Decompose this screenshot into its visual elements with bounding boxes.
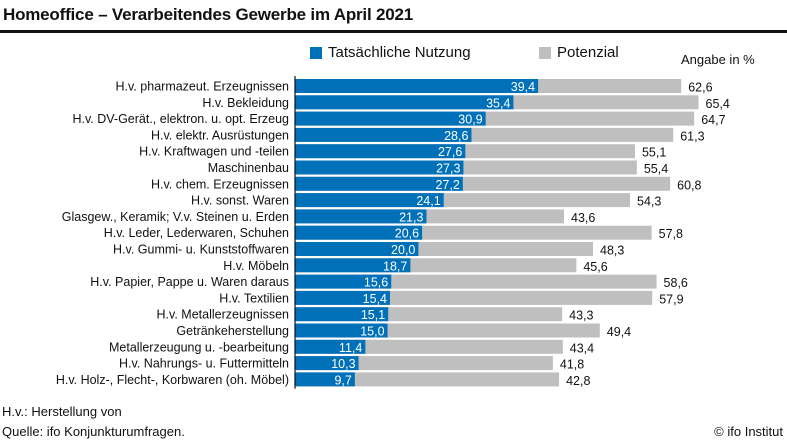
potential-bar [295,372,560,387]
potential-value-label: 55,1 [642,146,666,160]
actual-bar [295,127,472,142]
category-label: H.v. DV-Gerät., elektron. u. opt. Erzeug [72,112,289,126]
potential-value-label: 41,8 [560,358,584,372]
category-label: H.v. Bekleidung [202,96,289,110]
actual-bar [295,323,388,338]
potential-value-label: 61,3 [680,129,704,143]
actual-value-label: 20,6 [395,227,419,241]
footnote-source: Quelle: ifo Konjunkturumfragen. [2,424,185,439]
category-label: H.v. Kraftwagen und -teilen [139,145,289,159]
actual-value-label: 20,0 [391,243,415,257]
actual-bar [295,339,366,354]
actual-value-label: 39,4 [511,80,535,94]
actual-value-label: 9,7 [334,373,351,387]
footnote-abbreviation: H.v.: Herstellung von [2,404,122,419]
potential-value-label: 43,6 [571,211,595,225]
actual-bar [295,307,389,322]
actual-bar [295,193,444,208]
potential-value-label: 42,8 [566,374,590,388]
category-label: H.v. elektr. Ausrüstungen [151,128,289,142]
actual-value-label: 35,4 [486,96,510,110]
category-label: H.v. chem. Erzeugnissen [151,177,289,191]
category-label: H.v. Metallerzeugnissen [157,308,290,322]
category-label: H.v. Möbeln [223,259,289,273]
actual-value-label: 15,6 [364,276,388,290]
potential-value-label: 43,4 [570,341,594,355]
actual-bar [295,372,355,387]
category-label: Glasgew., Keramik; V.v. Steinen u. Erden [62,210,289,224]
potential-value-label: 45,6 [583,260,607,274]
actual-value-label: 10,3 [331,357,355,371]
potential-value-label: 65,4 [706,97,730,111]
unit-label: Angabe in % [681,52,755,67]
actual-value-label: 15,4 [363,292,387,306]
actual-value-label: 15,0 [360,325,384,339]
actual-value-label: 27,6 [438,145,462,159]
actual-bar [295,290,391,305]
legend-swatch-potential [539,46,551,59]
copyright: © ifo Institut [714,424,783,439]
legend-item-potential: Potenzial [539,44,619,61]
category-label: Getränkeherstellung [176,324,289,338]
actual-bar [295,144,466,159]
category-label: Maschinenbau [208,161,289,175]
actual-bar [295,111,486,126]
category-label: H.v. Textilien [219,291,289,305]
potential-value-label: 48,3 [600,244,624,258]
potential-value-label: 57,8 [659,227,683,241]
legend-item-actual: Tatsächliche Nutzung [310,44,471,61]
potential-value-label: 55,4 [644,162,668,176]
category-label: H.v. Nahrungs- u. Futtermitteln [119,357,289,371]
actual-bar [295,160,464,175]
legend-label-potential: Potenzial [557,44,619,61]
category-label: H.v. pharmazeut. Erzeugnissen [116,80,290,94]
legend-swatch-actual [310,46,322,59]
category-label: H.v. sonst. Waren [191,194,289,208]
actual-bar [295,258,411,273]
actual-value-label: 28,6 [444,129,468,143]
actual-value-label: 24,1 [416,194,440,208]
legend-label-actual: Tatsächliche Nutzung [328,44,471,61]
actual-value-label: 18,7 [383,259,407,273]
actual-bar [295,225,423,240]
actual-bar [295,356,359,371]
actual-value-label: 11,4 [339,341,362,355]
category-label: H.v. Gummi- u. Kunststoffwaren [113,243,289,257]
category-label: H.v. Papier, Pappe u. Waren daraus [90,275,289,289]
actual-bar [295,95,514,110]
actual-value-label: 27,3 [436,162,460,176]
potential-value-label: 43,3 [569,309,593,323]
actual-value-label: 27,2 [435,178,459,192]
actual-bar [295,242,419,256]
potential-value-label: 58,6 [664,276,688,290]
potential-bar [295,356,553,371]
category-label: Metallerzeugung u. -bearbeitung [109,340,289,354]
potential-value-label: 54,3 [637,195,661,209]
category-label: H.v. Holz-, Flecht-, Korbwaren (oh. Möbe… [56,373,289,387]
category-label: H.v. Leder, Lederwaren, Schuhen [104,226,289,240]
actual-value-label: 30,9 [458,113,482,127]
potential-value-label: 62,6 [688,81,712,95]
actual-bar [295,274,392,289]
potential-value-label: 64,7 [701,113,725,127]
actual-bar [295,79,539,93]
actual-bar [295,209,427,224]
actual-value-label: 15,1 [361,308,385,322]
title-rule [0,30,787,33]
potential-value-label: 49,4 [607,325,631,339]
chart-title: Homeoffice – Verarbeitendes Gewerbe im A… [3,5,414,24]
potential-value-label: 60,8 [677,178,701,192]
potential-value-label: 57,9 [659,292,683,306]
actual-value-label: 21,3 [399,210,423,224]
actual-bar [295,176,463,191]
